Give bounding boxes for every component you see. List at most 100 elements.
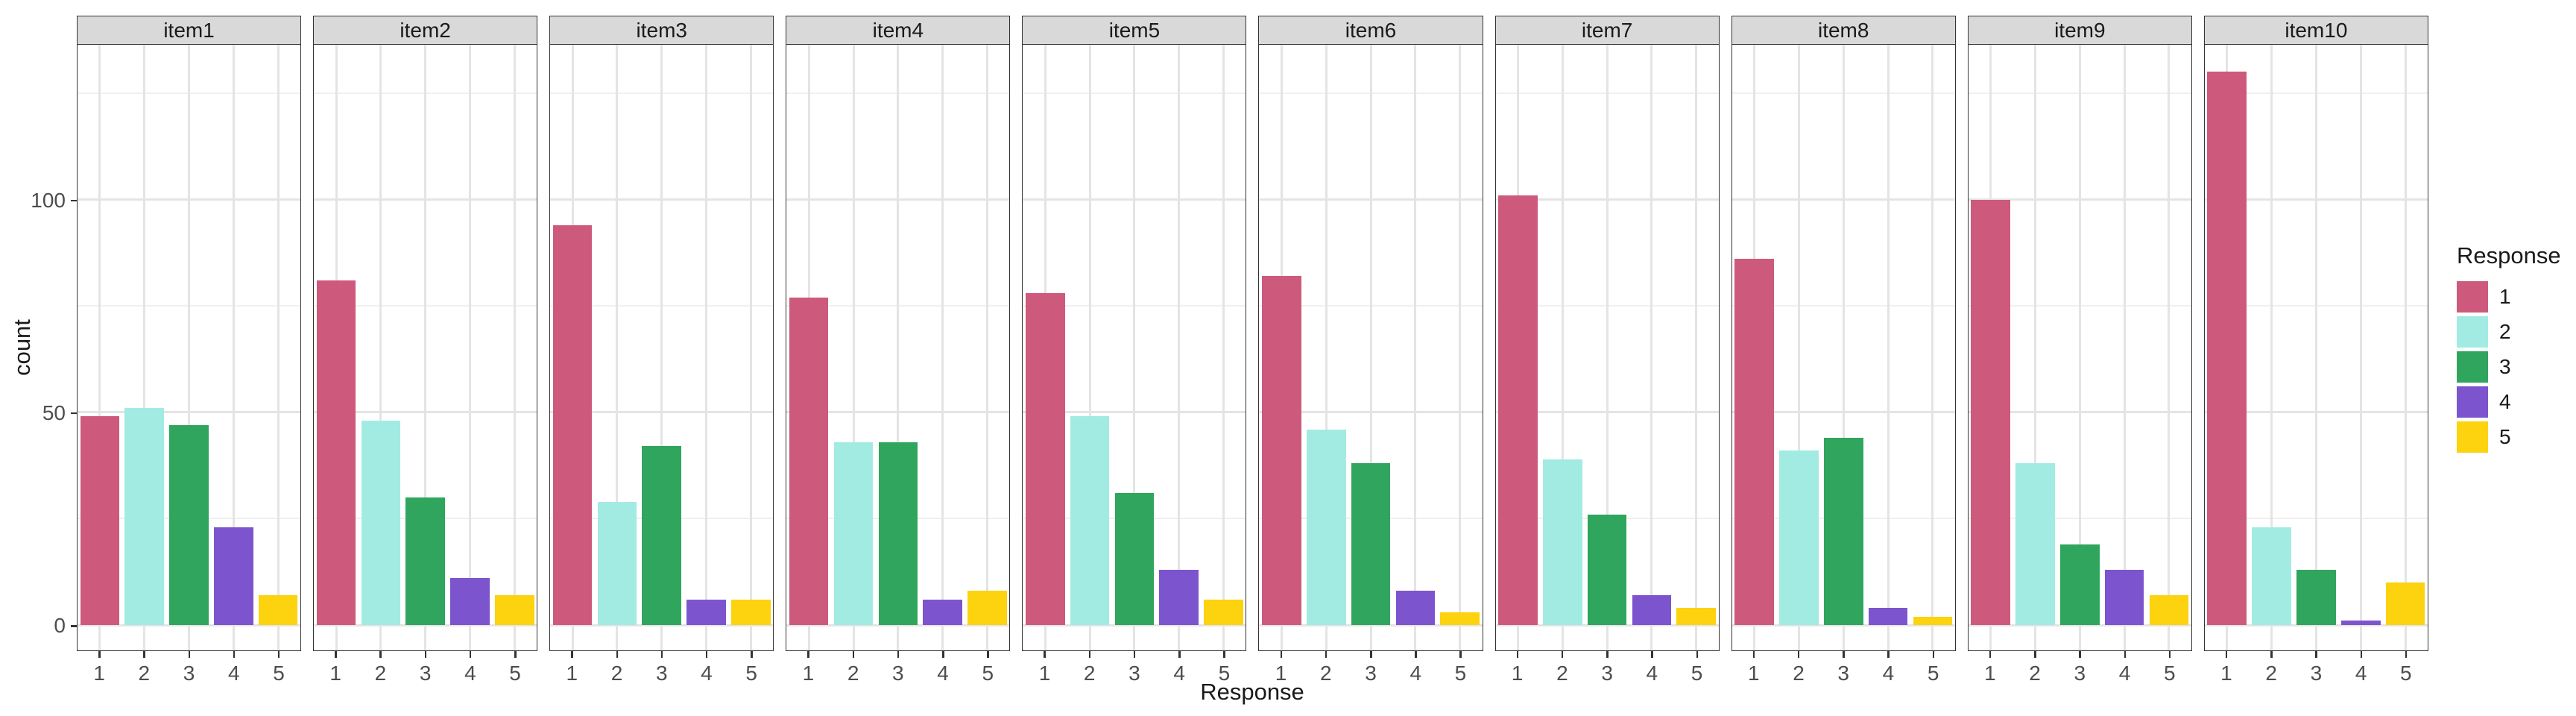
gridline-vertical [2123,45,2126,650]
y-axis-tick-label: 0 [54,614,66,637]
x-axis-tick-label: 1 [2220,662,2232,685]
legend-swatch [2457,421,2488,453]
x-axis-tick-label: 2 [374,662,387,685]
gridline-vertical [1178,45,1181,650]
facet-row: item1 1 2 3 4 5 item2 1 2 3 4 5 item3 1 2 3 4 5 item4 1 2 3 4 5… [77,16,2428,685]
facet-item9: item9 1 2 3 4 5 [1967,16,2192,685]
gridline-vertical [749,45,752,650]
x-axis-tick-label: 5 [1927,662,1939,685]
gridline-vertical [379,45,382,650]
x-axis-tick [987,651,989,658]
x-axis-tick [379,651,382,658]
gridline-vertical [232,45,235,650]
x-axis-tick [233,651,236,658]
x-axis-tick [751,651,753,658]
facet-item5: item5 1 2 3 4 5 [1022,16,1247,685]
bar-item10-response4 [2340,621,2381,625]
bar-item8-response2 [1779,450,1819,625]
facet-item10: item10 1 2 3 4 5 [2203,16,2428,685]
x-axis-tick [2124,651,2127,658]
bar-item10-response1 [2207,72,2247,625]
facet-strip: item1 [77,16,302,44]
facet-item8: item8 1 2 3 4 5 [1731,16,1956,685]
bar-item3-response5 [731,599,771,625]
facet-strip-label: item8 [1817,18,1869,42]
bar-item1-response4 [214,527,253,625]
gridline-vertical [1088,45,1091,650]
facet-strip: item4 [786,16,1011,44]
gridline-vertical [277,45,280,650]
bar-item9-response2 [2015,463,2055,625]
x-axis-tick-label: 3 [419,662,432,685]
x-axis-tick-label: 2 [138,662,151,685]
bar-item9-response1 [1971,199,2010,625]
x-axis-tick-label: 4 [701,662,713,685]
gridline-vertical [2270,45,2273,650]
x-axis-tick [335,651,337,658]
facet-panel [1258,44,1483,651]
facet-strip-label: item9 [2054,18,2106,42]
gridline-vertical [1414,45,1417,650]
bar-item10-response2 [2252,527,2291,625]
bar-item8-response4 [1868,608,1908,625]
facet-panel [1731,44,1956,651]
x-axis-tick [2315,651,2317,658]
x-axis-tick [188,651,191,658]
x-axis-tick-label: 5 [1690,662,1703,685]
x-axis-tick [942,651,944,658]
legend-item-1: 1 [2457,281,2576,313]
gridline-vertical [1695,45,1698,650]
x-axis-tick-label: 4 [937,662,949,685]
x-axis-tick-label: 4 [2355,662,2367,685]
bar-item7-response4 [1632,595,1672,625]
x-axis-tick [1752,651,1755,658]
bar-item9-response5 [2149,595,2189,625]
x-axis-tick-label: 4 [464,662,476,685]
bar-item4-response4 [923,599,962,625]
x-axis-tick [2360,651,2363,658]
x-axis-tick [2270,651,2273,658]
gridline-vertical [985,45,988,650]
bar-item2-response3 [405,497,445,625]
x-axis-tick [1415,651,1417,658]
legend-title: Response [2457,242,2561,268]
gridline-vertical [1887,45,1890,650]
x-axis-tick [1044,651,1046,658]
facet-item1: item1 1 2 3 4 5 [77,16,302,685]
gridline-vertical [660,45,663,650]
legend-item-label: 5 [2499,425,2511,448]
bar-item5-response2 [1070,416,1110,625]
gridline-vertical [616,45,619,650]
bar-item9-response4 [2104,569,2144,625]
bar-item8-response5 [1913,616,1953,625]
x-axis-tick [2079,651,2081,658]
legend-swatch [2457,281,2488,313]
x-axis-tick [1223,651,1225,658]
y-axis-title: count [9,319,35,376]
gridline-vertical [424,45,427,650]
gridline-vertical [1459,45,1462,650]
x-axis-tick [1178,651,1181,658]
bar-item5-response5 [1204,599,1243,625]
x-axis-tick-label: 1 [329,662,341,685]
facet-strip: item10 [2203,16,2428,44]
x-axis-tick [1459,651,1462,658]
x-axis-tick-label: 4 [1882,662,1895,685]
facet-item3: item3 1 2 3 4 5 [549,16,774,685]
bar-item7-response2 [1542,459,1582,625]
gridline-vertical [1369,45,1372,650]
gridline-vertical [513,45,516,650]
x-axis-tick [469,651,472,658]
gridline-vertical [1133,45,1136,650]
x-axis-tick [143,651,145,658]
x-axis-tick [1561,651,1564,658]
facet-strip-label: item6 [1345,18,1397,42]
bar-item2-response5 [494,595,534,625]
x-axis-tick-label: 4 [1409,662,1422,685]
x-axis-tick-label: 2 [1793,662,1805,685]
x-axis-tick-label: 5 [509,662,521,685]
bar-item4-response2 [833,442,874,625]
x-axis-tick-label: 4 [2118,662,2131,685]
gridline-vertical [1842,45,1845,650]
facet-item7: item7 1 2 3 4 5 [1494,16,1720,685]
